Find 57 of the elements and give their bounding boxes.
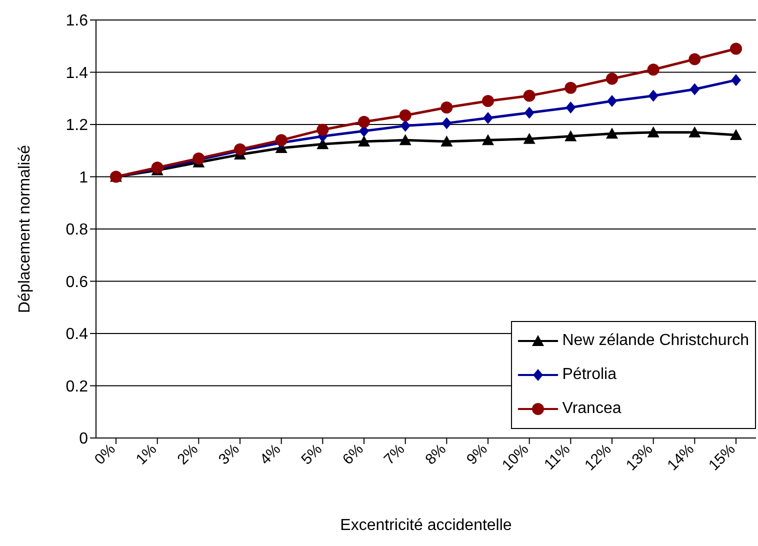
point [688,53,701,66]
y-tick-label: 0 [79,430,88,448]
y-tick-label: 1 [79,169,88,186]
x-tick-label: 6% [339,440,367,468]
point [607,94,617,107]
x-tick-label: 4% [256,440,284,468]
point [440,102,453,114]
y-axis-title: Déplacement normalisé [16,144,34,314]
point [358,135,370,146]
x-tick-label: 3% [215,440,243,468]
point [688,126,701,138]
x-tick-label: 0% [91,440,119,468]
x-tick-label: 2% [174,440,202,468]
point [731,74,741,86]
point [316,124,329,136]
point [730,42,742,55]
point [482,94,494,107]
point [483,112,493,124]
point [564,82,577,94]
point [400,120,410,132]
y-tick-label: 0.2 [66,378,88,396]
point [399,109,412,122]
y-tick-label: 1.2 [66,117,88,134]
point [442,117,452,130]
x-tick-label: 11% [541,440,574,474]
point [606,72,618,85]
point [482,134,494,146]
point [566,102,576,114]
point [647,126,660,138]
x-axis-title: Excentricité accidentelle [340,517,512,534]
legend-label: New zélande Christchurch [562,331,749,351]
point [606,128,618,139]
y-tick-label: 1.4 [66,64,88,82]
y-tick-label: 1.6 [66,12,88,30]
point [647,64,660,76]
y-tick-label: 0.8 [66,222,88,239]
x-tick-label: 10% [498,440,532,474]
point [399,134,412,146]
point [648,90,658,102]
point [523,90,536,102]
legend-label: Vrancea [562,399,622,419]
x-tick-label: 7% [380,440,408,468]
point [730,128,742,140]
point [564,130,577,142]
x-tick-label: 1% [132,440,160,468]
x-tick-label: 13% [622,440,656,474]
x-tick-label: 9% [463,440,491,468]
legend-label: Pétrolia [562,365,616,385]
point [524,106,534,119]
x-tick-label: 5% [298,440,326,468]
y-tick-label: 0.6 [66,274,88,291]
y-tick-label: 0.4 [66,326,88,344]
point [440,135,453,146]
point [690,83,700,96]
point [523,132,536,144]
point [358,116,370,128]
x-tick-label: 8% [422,440,450,468]
